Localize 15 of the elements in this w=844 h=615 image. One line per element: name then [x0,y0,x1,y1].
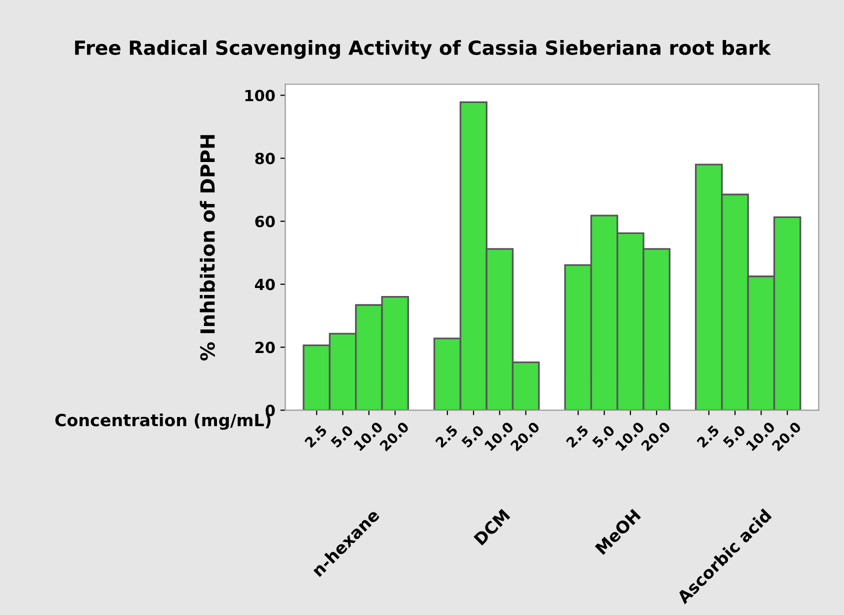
y-tick-label: 60 [255,216,275,228]
x-tick-label: 5.0 [330,424,354,448]
x-tick-label: 2.5 [434,424,458,448]
x-tick-label: 2.5 [304,424,328,448]
y-tick-label: 80 [255,152,275,164]
y-axis-title: % Inhibition of DPPH [200,135,215,361]
x-tick-label: 2.5 [696,424,720,448]
x-tick-label: 5.0 [461,424,485,448]
x-tick-label: 5.0 [722,424,746,448]
y-tick-label: 100 [245,90,275,102]
x-tick-label: 2.5 [566,424,589,448]
x-tick-label: 5.0 [592,424,616,448]
chart-title: Free Radical Scavenging Activity of Cassia Sieberiana root bark [75,40,772,59]
y-tick-label: 20 [256,342,275,354]
y-tick-label: 40 [254,278,275,290]
